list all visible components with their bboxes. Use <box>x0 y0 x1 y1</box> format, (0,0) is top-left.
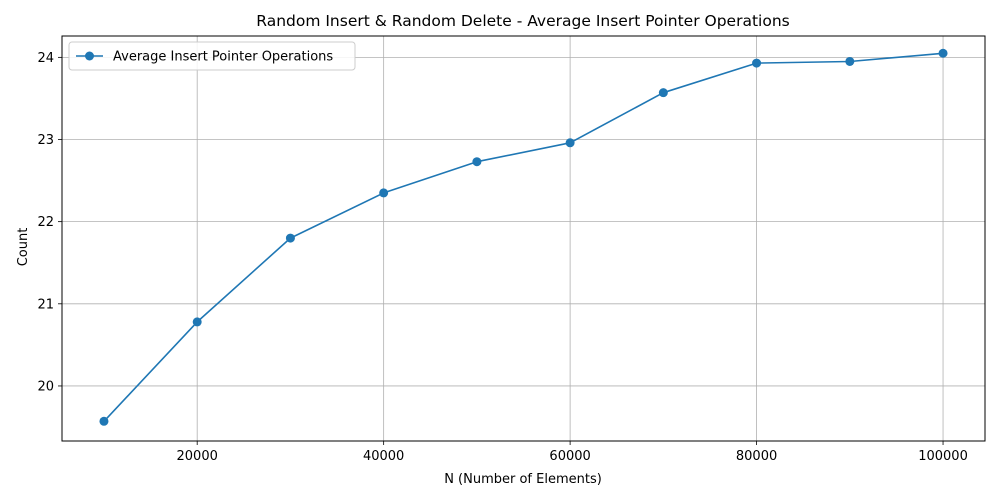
series-layer <box>99 48 948 426</box>
data-point <box>938 48 948 58</box>
x-tick-label: 60000 <box>549 449 590 464</box>
series-line <box>103 52 944 422</box>
legend-box <box>68 41 356 71</box>
x-axis-ticks: 20000 40000 60000 80000 100000 <box>177 441 968 464</box>
x-tick-label: 20000 <box>177 449 218 464</box>
data-point <box>379 188 389 198</box>
data-point <box>99 416 109 426</box>
y-tick-label: 20 <box>37 379 54 394</box>
y-axis-ticks: 20 21 22 23 24 <box>37 51 62 394</box>
x-tick-label: 100000 <box>918 449 968 464</box>
y-tick-label: 23 <box>37 133 54 148</box>
x-tick-label: 80000 <box>736 449 777 464</box>
x-tick-label: 40000 <box>363 449 404 464</box>
data-point <box>472 157 482 167</box>
legend-marker <box>85 51 94 61</box>
data-point <box>565 138 575 148</box>
y-axis-label: Count <box>16 228 31 267</box>
grid <box>62 36 985 441</box>
data-point <box>192 317 202 327</box>
chart-title: Random Insert & Random Delete - Average … <box>256 12 789 30</box>
y-tick-label: 22 <box>37 215 54 230</box>
y-tick-label: 24 <box>37 51 54 66</box>
data-point <box>285 233 295 243</box>
legend-label: Average Insert Pointer Operations <box>113 50 333 65</box>
data-point <box>752 58 762 68</box>
legend: Average Insert Pointer Operations <box>68 41 356 71</box>
data-point <box>658 88 668 98</box>
x-axis-label: N (Number of Elements) <box>444 472 602 487</box>
plot-frame <box>61 35 986 442</box>
y-tick-label: 21 <box>37 297 54 312</box>
data-point <box>845 56 855 66</box>
